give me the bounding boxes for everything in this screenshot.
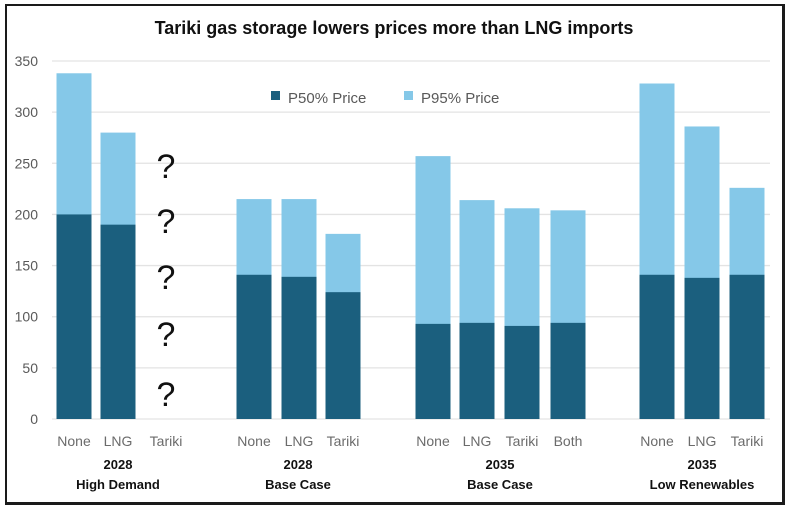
x-category-label: None [416,433,450,449]
x-category-label: Tariki [731,433,764,449]
group-label-scenario: High Demand [76,477,160,492]
bar-p50 [684,277,720,419]
legend-swatch-p50 [271,91,280,100]
question-mark: ? [157,203,176,241]
x-category-label: LNG [463,433,492,449]
x-category-label: LNG [285,433,314,449]
y-tick-label: 100 [15,309,39,325]
question-mark: ? [157,376,176,414]
y-tick-label: 300 [15,104,39,120]
bar-p50 [236,274,272,419]
bars [56,73,765,419]
question-mark-annotations: ????? [157,148,176,414]
bar-p50 [56,214,92,419]
legend-label-p95: P95% Price [421,90,499,107]
x-category-label: Tariki [506,433,539,449]
bar-p50 [281,276,317,419]
x-category-label: LNG [688,433,717,449]
bar-p50 [100,224,136,419]
group-label-year: 2028 [284,457,313,472]
y-tick-label: 250 [15,155,39,171]
x-category-label: LNG [104,433,133,449]
x-category-label: Both [554,433,583,449]
group-label-scenario: Low Renewables [650,477,755,492]
y-axis-ticks: 0 50 100 150 200 250 300 350 [15,53,39,427]
bar-p50 [415,323,451,419]
x-category-label: None [57,433,91,449]
question-mark: ? [157,316,176,354]
y-tick-label: 200 [15,206,39,222]
group-label-year: 2035 [486,457,515,472]
chart-title: Tariki gas storage lowers prices more th… [155,18,634,38]
bar-p50 [550,322,586,419]
group-label-scenario: Base Case [265,477,331,492]
bar-p50 [729,274,765,419]
x-axis-labels: None LNG Tariki 2028 High Demand None LNG Tarik… [57,433,763,492]
group-label-year: 2035 [688,457,717,472]
question-mark: ? [157,148,176,186]
y-tick-label: 350 [15,53,39,69]
legend-label-p50: P50% Price [288,90,366,107]
group-label-year: 2028 [104,457,133,472]
x-category-label: None [237,433,271,449]
bar-p50 [639,274,675,419]
y-tick-label: 50 [22,360,38,376]
group-label-scenario: Base Case [467,477,533,492]
x-category-label: Tariki [150,433,183,449]
legend: P50% Price P95% Price [271,90,499,107]
legend-swatch-p95 [404,91,413,100]
y-tick-label: 150 [15,258,39,274]
x-category-label: Tariki [327,433,360,449]
y-tick-label: 0 [30,411,38,427]
bar-p50 [504,325,540,419]
bar-p50 [325,292,361,419]
question-mark: ? [157,259,176,297]
bar-p50 [459,322,495,419]
x-category-label: None [640,433,674,449]
